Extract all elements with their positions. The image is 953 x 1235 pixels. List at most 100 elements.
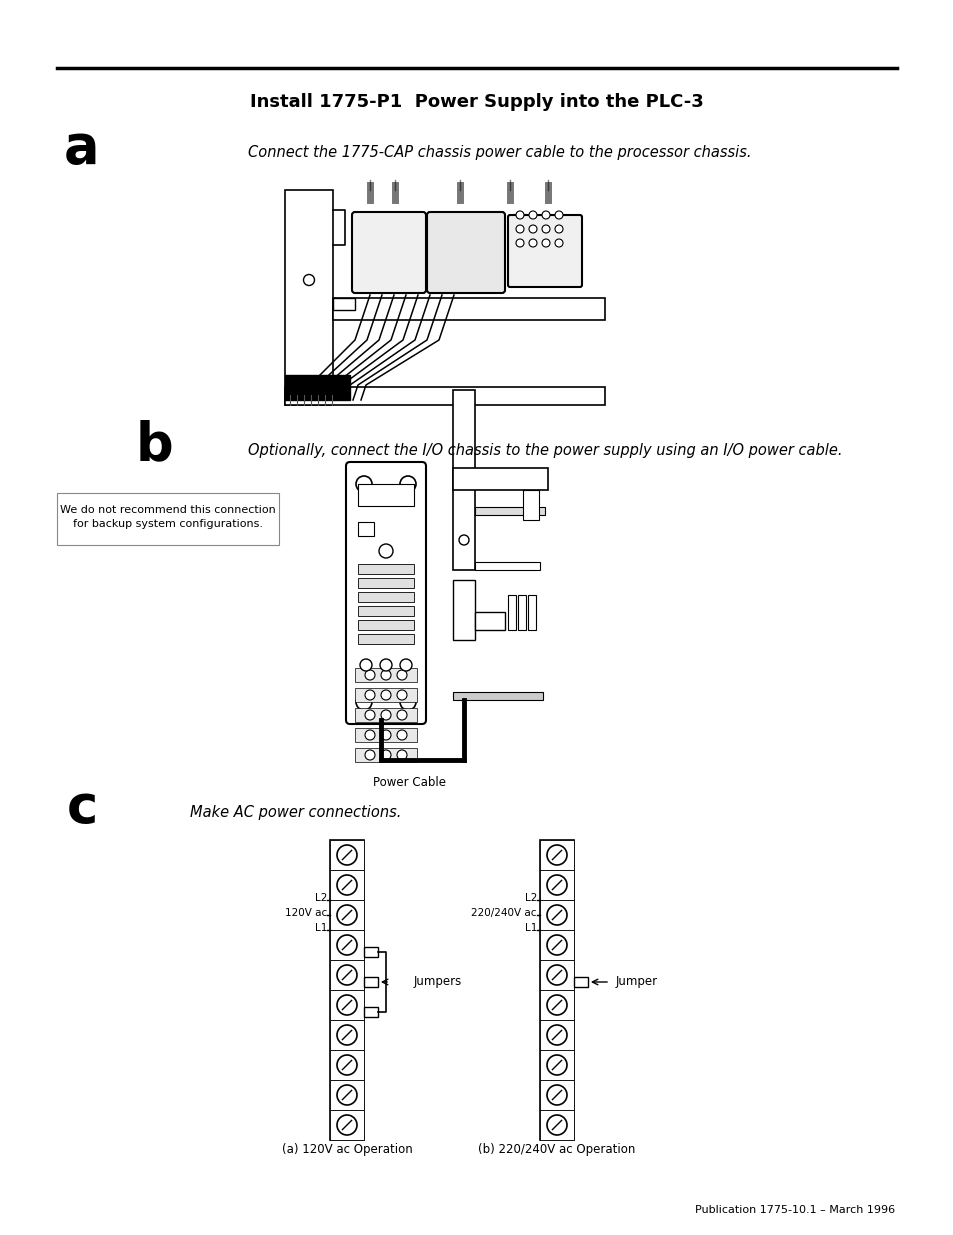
Bar xyxy=(355,708,416,722)
Text: Publication 1775-10.1 – March 1996: Publication 1775-10.1 – March 1996 xyxy=(694,1205,894,1215)
Text: (b) 220/240V ac Operation: (b) 220/240V ac Operation xyxy=(477,1144,635,1156)
Circle shape xyxy=(365,750,375,760)
Bar xyxy=(330,990,364,1020)
Bar xyxy=(57,493,278,545)
Circle shape xyxy=(336,1115,356,1135)
Bar xyxy=(330,840,364,869)
Bar xyxy=(330,840,364,1140)
Circle shape xyxy=(546,1055,566,1074)
Bar xyxy=(285,190,333,405)
Bar xyxy=(357,578,414,588)
Circle shape xyxy=(303,274,314,285)
Bar xyxy=(357,522,374,536)
Circle shape xyxy=(516,211,523,219)
Circle shape xyxy=(336,905,356,925)
Circle shape xyxy=(529,211,537,219)
Text: L1: L1 xyxy=(314,923,327,932)
Circle shape xyxy=(399,659,412,671)
Bar xyxy=(357,606,414,616)
Circle shape xyxy=(396,671,407,680)
Circle shape xyxy=(396,730,407,740)
Text: L2: L2 xyxy=(524,893,537,903)
Bar xyxy=(333,298,355,310)
Bar xyxy=(539,1050,574,1079)
Circle shape xyxy=(541,240,550,247)
Bar xyxy=(539,869,574,900)
Bar xyxy=(364,947,377,957)
Circle shape xyxy=(546,1115,566,1135)
Text: Jumper: Jumper xyxy=(616,976,658,988)
Circle shape xyxy=(365,730,375,740)
Circle shape xyxy=(541,225,550,233)
Bar xyxy=(364,977,377,987)
Circle shape xyxy=(336,845,356,864)
Bar xyxy=(355,727,416,742)
Circle shape xyxy=(555,211,562,219)
Circle shape xyxy=(555,225,562,233)
Circle shape xyxy=(380,690,391,700)
Circle shape xyxy=(541,211,550,219)
Circle shape xyxy=(399,694,416,710)
Circle shape xyxy=(336,1086,356,1105)
Bar xyxy=(539,1110,574,1140)
Bar xyxy=(357,564,414,574)
Circle shape xyxy=(380,730,391,740)
Bar xyxy=(330,1050,364,1079)
Circle shape xyxy=(546,905,566,925)
Circle shape xyxy=(546,845,566,864)
Circle shape xyxy=(336,935,356,955)
Bar xyxy=(475,613,504,630)
Circle shape xyxy=(336,1055,356,1074)
Bar xyxy=(539,900,574,930)
Bar xyxy=(330,869,364,900)
Bar xyxy=(517,595,525,630)
Bar xyxy=(453,692,542,700)
Circle shape xyxy=(458,535,469,545)
Circle shape xyxy=(380,750,391,760)
Text: b: b xyxy=(136,419,173,471)
Circle shape xyxy=(546,876,566,895)
Circle shape xyxy=(336,995,356,1015)
Bar xyxy=(539,1079,574,1110)
Circle shape xyxy=(378,543,393,558)
Bar xyxy=(539,960,574,990)
Text: a: a xyxy=(64,122,100,174)
FancyBboxPatch shape xyxy=(346,462,426,724)
Circle shape xyxy=(399,475,416,492)
Bar xyxy=(475,562,539,571)
Circle shape xyxy=(516,225,523,233)
Circle shape xyxy=(396,710,407,720)
Bar xyxy=(330,1110,364,1140)
Text: L2: L2 xyxy=(314,893,327,903)
Bar xyxy=(333,298,604,320)
Text: (a) 120V ac Operation: (a) 120V ac Operation xyxy=(281,1144,412,1156)
Bar xyxy=(285,375,350,400)
Circle shape xyxy=(546,1025,566,1045)
Text: Optionally, connect the I/O chassis to the power supply using an I/O power cable: Optionally, connect the I/O chassis to t… xyxy=(248,442,841,457)
Bar xyxy=(475,508,544,515)
Bar xyxy=(574,977,587,987)
Circle shape xyxy=(546,935,566,955)
Text: 120V ac: 120V ac xyxy=(284,908,327,918)
FancyBboxPatch shape xyxy=(507,215,581,287)
Bar xyxy=(453,580,475,640)
Circle shape xyxy=(380,710,391,720)
Text: We do not recommend this connection
for backup system configurations.: We do not recommend this connection for … xyxy=(60,505,275,529)
Circle shape xyxy=(380,671,391,680)
Circle shape xyxy=(546,1086,566,1105)
Circle shape xyxy=(396,750,407,760)
Bar xyxy=(357,634,414,643)
Circle shape xyxy=(336,965,356,986)
Text: c: c xyxy=(67,782,97,834)
Circle shape xyxy=(336,876,356,895)
Text: Jumpers: Jumpers xyxy=(414,976,462,988)
Circle shape xyxy=(529,240,537,247)
Circle shape xyxy=(546,965,566,986)
Circle shape xyxy=(555,240,562,247)
Text: Install 1775-P1  Power Supply into the PLC-3: Install 1775-P1 Power Supply into the PL… xyxy=(250,93,703,111)
Bar xyxy=(355,668,416,682)
Text: 220/240V ac: 220/240V ac xyxy=(471,908,537,918)
Text: Power Cable: Power Cable xyxy=(374,776,446,788)
Bar xyxy=(357,484,414,506)
Circle shape xyxy=(379,659,392,671)
